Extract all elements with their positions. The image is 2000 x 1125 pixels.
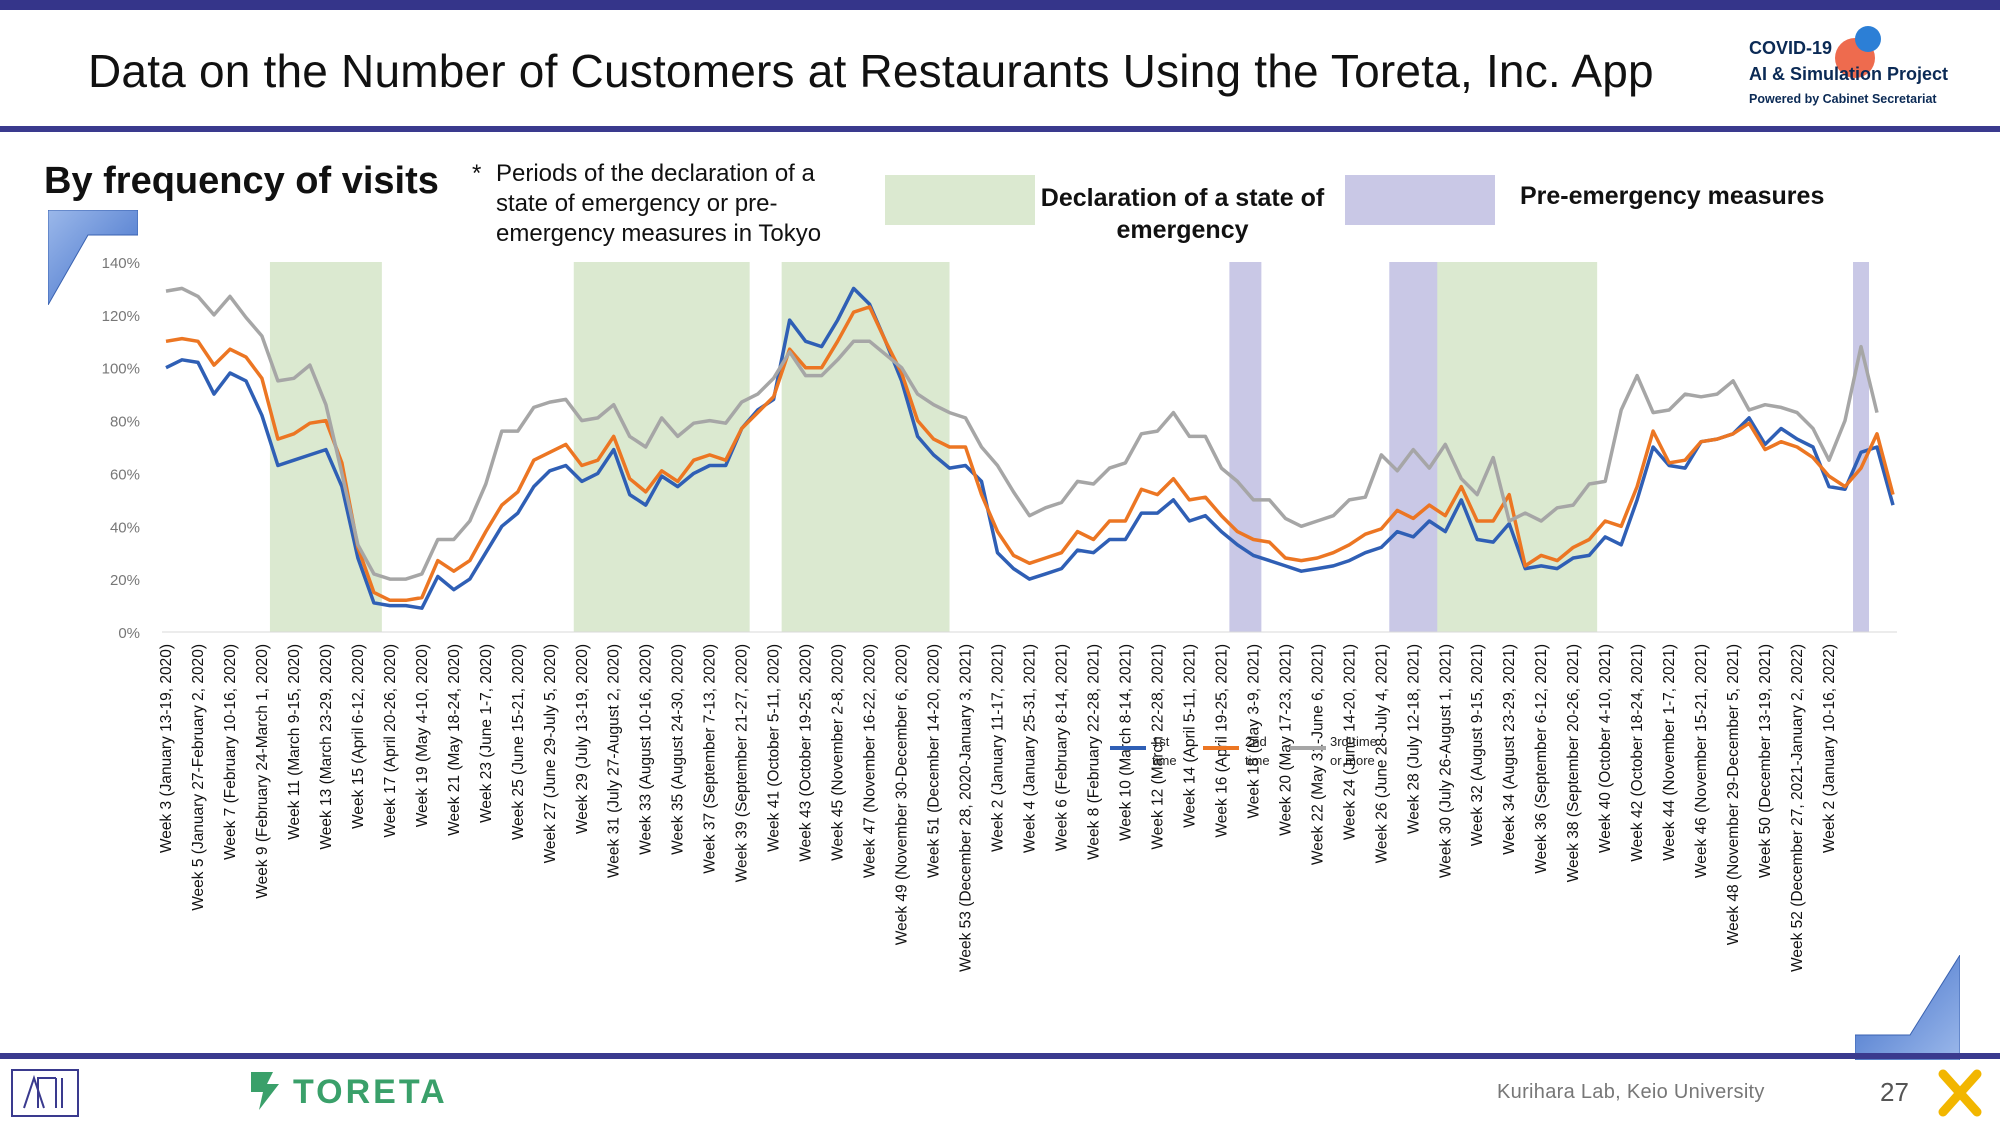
legend-label-1: 1st time <box>1152 734 1177 768</box>
y-tick-label: 20% <box>110 572 140 589</box>
series-line-1 <box>165 286 1895 610</box>
x-tick-label: Week 39 (September 21-27, 2020) <box>734 644 751 882</box>
note-asterisk: * <box>472 160 482 187</box>
covid-project-logo: COVID-19 AI & Simulation Project Powered… <box>1745 20 1985 120</box>
y-tick-label: 40% <box>110 519 140 536</box>
legend-pre-swatch <box>1345 175 1495 225</box>
x-tick-label: Week 40 (October 4-10, 2021) <box>1597 644 1614 853</box>
x-tick-label: Week 53 (December 28, 2020-January 3, 20… <box>958 644 975 972</box>
x-tick-label: Week 21 (May 18-24, 2020) <box>446 644 463 836</box>
x-tick-label: Week 26 (June 28-July 4, 2021) <box>1373 644 1390 863</box>
x-tick-label: Week 28 (July 12-18, 2021) <box>1405 644 1422 834</box>
x-tick-label: Week 52 (December 27, 2021-January 2, 20… <box>1789 644 1806 972</box>
x-tick-label: Week 36 (September 6-12, 2021) <box>1533 644 1550 874</box>
x-tick-label: Week 42 (October 18-24, 2021) <box>1629 644 1646 862</box>
x-tick-label: Week 30 (July 26-August 1, 2021) <box>1437 644 1454 878</box>
x-tick-label: Week 2 (January 10-16, 2022) <box>1821 644 1838 853</box>
x-tick-label: Week 17 (April 20-26, 2020) <box>382 644 399 838</box>
legend-pre-label: Pre-emergency measures <box>1520 182 1825 210</box>
x-tick-label: Week 29 (July 13-19, 2020) <box>574 644 591 834</box>
x-tick-label: Week 7 (February 10-16, 2020) <box>222 644 239 860</box>
toreta-wordmark: TORETA <box>293 1073 448 1111</box>
legend-emergency-label: Declaration of a state of emergency <box>1040 184 1325 244</box>
pre-emergency-band-2 <box>1853 262 1870 632</box>
logo-line-1: COVID-19 <box>1749 38 1833 58</box>
x-tick-label: Week 43 (October 19-25, 2020) <box>798 644 815 862</box>
x-tick-label: Week 19 (May 4-10, 2020) <box>414 644 431 827</box>
x-tick-label: Week 31 (July 27-August 2, 2020) <box>606 644 623 878</box>
x-tick-label: Week 33 (August 10-16, 2020) <box>638 644 655 855</box>
x-tick-label: Week 18 (May 3-9, 2021) <box>1245 644 1262 819</box>
x-tick-label: Week 45 (November 2-8, 2020) <box>830 644 847 861</box>
x-tick-label: Week 2 (January 11-17, 2021) <box>990 644 1007 852</box>
pre-emergency-band-0 <box>1229 262 1262 632</box>
emergency-band-1 <box>573 262 750 632</box>
toreta-logo-icon <box>251 1072 279 1110</box>
x-tick-label: Week 41 (October 5-11, 2020) <box>766 644 783 852</box>
x-tick-label: Week 32 (August 9-15, 2021) <box>1469 644 1486 846</box>
x-tick-label: Week 35 (August 24-30, 2020) <box>670 644 687 855</box>
x-tick-label: Week 49 (November 30-December 6, 2020) <box>894 644 911 945</box>
x-tick-label: Week 27 (June 29-July 5, 2020) <box>542 644 559 863</box>
x-tick-label: Week 37 (September 7-13, 2020) <box>702 644 719 874</box>
x-tick-label: Week 11 (March 9-15, 2020) <box>286 644 303 840</box>
x-tick-label: Week 16 (April 19-25, 2021) <box>1213 644 1230 838</box>
y-tick-label: 100% <box>102 361 140 378</box>
x-tick-label: Week 23 (June 1-7, 2020) <box>478 644 495 823</box>
page-number: 27 <box>1880 1077 1909 1107</box>
emergency-band-2 <box>781 262 950 632</box>
x-tick-label: Week 25 (June 15-21, 2020) <box>510 644 527 840</box>
logo-blue-circle-icon <box>1855 26 1881 52</box>
y-tick-label: 120% <box>102 308 140 325</box>
page-title: Data on the Number of Customers at Resta… <box>88 45 1654 97</box>
pre-emergency-band-1 <box>1389 262 1438 632</box>
x-tick-label: Week 24 (June 14-20, 2021) <box>1341 644 1358 840</box>
x-tick-label: Week 5 (January 27-February 2, 2020) <box>190 644 207 911</box>
y-tick-label: 0% <box>118 625 140 642</box>
x-tick-label: Week 44 (November 1-7, 2021) <box>1661 644 1678 861</box>
arrow-corner-icon-bottom <box>1855 955 1960 1060</box>
x-tick-label: Week 38 (September 20-26, 2021) <box>1565 644 1582 882</box>
x-tick-label: Week 34 (August 23-29, 2021) <box>1501 644 1518 855</box>
x-tick-label: Week 9 (February 24-March 1, 2020) <box>254 644 271 899</box>
x-tick-label: Week 20 (May 17-23, 2021) <box>1277 644 1294 836</box>
title-divider <box>0 126 2000 132</box>
note-text: Periods of the declaration of a state of… <box>496 160 822 247</box>
x-tick-label: Week 47 (November 16-22, 2020) <box>862 644 879 878</box>
series-line-3 <box>165 286 1879 581</box>
x-tick-label: Week 48 (November 29-December 5, 2021) <box>1725 644 1742 945</box>
logo-line-3: Powered by Cabinet Secretariat <box>1749 92 1937 106</box>
x-tick-label: Week 13 (March 23-29, 2020) <box>318 644 335 850</box>
x-tick-label: Week 51 (December 14-20, 2020) <box>926 644 943 878</box>
footer-credit: Kurihara Lab, Keio University <box>1497 1081 1765 1103</box>
y-tick-label: 140% <box>102 255 140 272</box>
arrow-corner-icon <box>48 210 138 305</box>
x-tick-label: Week 6 (February 8-14, 2021) <box>1053 644 1070 851</box>
x-tick-label: Week 15 (April 6-12, 2020) <box>350 644 367 829</box>
x-tick-label: Week 22 (May 31-June 6, 2021) <box>1309 644 1326 865</box>
section-title: By frequency of visits <box>44 160 439 202</box>
y-tick-label: 80% <box>110 414 140 431</box>
x-tick-label: Week 12 (March 22-28, 2021) <box>1149 644 1166 850</box>
close-x-icon <box>1938 1069 1982 1117</box>
legend-label-2: 2nd time <box>1245 734 1270 768</box>
series-line-2 <box>165 305 1895 603</box>
x-tick-label: Week 46 (November 15-21, 2021) <box>1693 644 1710 878</box>
logo-line-2: AI & Simulation Project <box>1749 64 1949 84</box>
legend-emergency-swatch <box>885 175 1035 225</box>
lab-logo-icon <box>11 1069 79 1117</box>
footer-divider <box>0 1053 2000 1059</box>
legend-label-3: 3rd time or more <box>1330 734 1377 768</box>
y-tick-label: 60% <box>110 466 140 483</box>
x-tick-label: Week 4 (January 25-31, 2021) <box>1022 644 1039 853</box>
x-tick-label: Week 10 (March 8-14, 2021) <box>1117 644 1134 841</box>
x-tick-label: Week 14 (April 5-11, 2021) <box>1181 644 1198 828</box>
x-tick-label: Week 50 (December 13-19, 2021) <box>1757 644 1774 878</box>
top-bar <box>0 0 2000 10</box>
line-chart: 0% 20% 40% 60% 80% 100% 120% 140% Week 3 (Januar… <box>102 255 1897 972</box>
x-tick-label: Week 3 (January 13-19, 2020) <box>158 644 175 853</box>
x-tick-label: Week 8 (February 22-28, 2021) <box>1085 644 1102 860</box>
